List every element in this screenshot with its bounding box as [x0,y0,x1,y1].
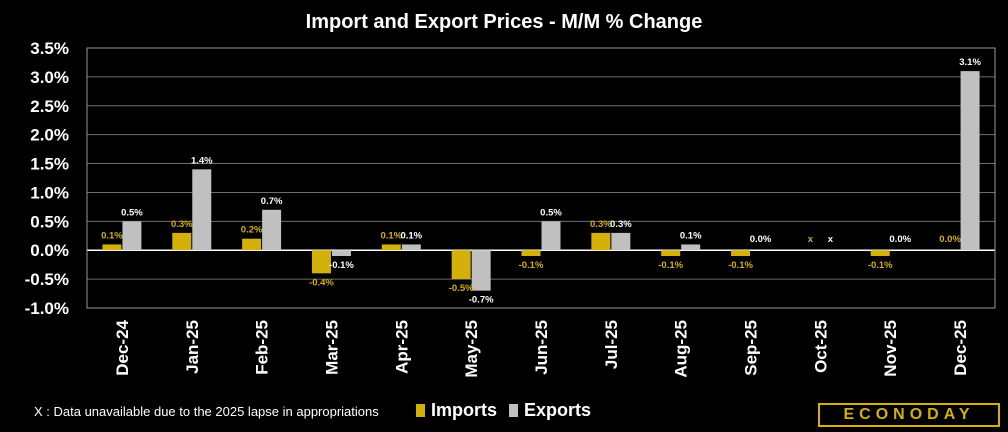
exports-data-label: 0.5% [121,207,143,218]
y-tick-label: 3.0% [30,68,69,87]
x-category-label: Apr-25 [392,320,411,374]
legend-exports-swatch [509,404,519,417]
exports-bar [960,71,980,251]
exports-data-label: -0.7% [469,295,494,306]
imports-data-label: 0.3% [171,219,193,230]
y-tick-label: -1.0% [25,299,69,318]
bars [102,71,980,291]
imports-bar [661,250,681,256]
imports-data-label: -0.1% [658,260,683,271]
x-category-label: Nov-25 [881,320,900,377]
imports-bar [591,232,611,251]
y-tick-label: 1.5% [30,155,69,174]
data-labels: 0.1%0.5%0.3%1.4%0.2%0.7%-0.4%-0.1%0.1%0.… [101,57,981,306]
exports-data-label: -0.1% [329,260,354,271]
x-category-label: Oct-25 [811,320,830,373]
exports-data-label: 0.7% [261,196,283,207]
legend: Imports Exports [416,400,603,421]
imports-data-label: -0.1% [519,260,544,271]
x-category-label: Dec-25 [951,320,970,376]
x-axis-categories: Dec-24 Jan-25 Feb-25 Mar-25 Apr-25 May-25 Jun-… [113,319,970,377]
imports-data-label: -0.1% [868,260,893,271]
exports-data-label: 0.3% [610,219,632,230]
imports-data-label: 0.1% [101,230,123,241]
imports-bar [242,238,262,251]
legend-exports-label: Exports [524,400,592,420]
imports-bar [870,250,890,256]
imports-data-label: 0.3% [590,219,612,230]
exports-bar [401,244,421,251]
imports-data-label: 0.1% [380,230,402,241]
x-category-label: Mar-25 [322,320,341,375]
econoday-logo: ECONODAY [818,403,1000,427]
legend-imports-label: Imports [431,400,498,420]
exports-bar [611,232,631,251]
imports-data-label: 0.0% [939,234,961,245]
imports-bar [172,232,192,251]
legend-exports: Exports [509,400,591,421]
x-category-label: Jul-25 [602,320,621,369]
legend-imports: Imports [416,400,497,421]
imports-data-label: 0.2% [241,225,263,236]
footnote: X : Data unavailable due to the 2025 lap… [34,404,379,419]
exports-data-label: 0.0% [750,234,772,245]
x-category-label: Feb-25 [253,320,272,375]
legend-imports-swatch [416,404,425,417]
y-tick-label: 0.5% [30,212,69,231]
imports-bar [102,244,122,251]
y-tick-label: 3.5% [30,39,69,58]
x-category-label: Aug-25 [672,320,691,378]
exports-data-label: x [828,234,834,245]
y-tick-label: 0.0% [30,241,69,260]
exports-data-label: 0.1% [680,230,702,241]
y-tick-label: 1.0% [30,183,69,202]
imports-bar [311,250,331,274]
exports-data-label: 0.1% [400,230,422,241]
exports-data-label: 0.5% [540,207,562,218]
exports-bar [192,169,212,251]
plot-frame [86,47,996,309]
y-tick-label: 2.0% [30,126,69,145]
imports-bar [381,244,401,251]
imports-data-label: x [808,234,814,245]
imports-data-label: -0.5% [449,283,474,294]
imports-bar [521,250,541,256]
exports-bar [122,221,142,251]
x-category-label: Sep-25 [742,320,761,376]
exports-bar [331,250,351,256]
x-category-label: Jun-25 [532,320,551,375]
y-tick-label: -0.5% [25,270,69,289]
exports-bar [262,209,282,251]
imports-bar [451,250,471,280]
imports-data-label: -0.1% [728,260,753,271]
exports-data-label: 1.4% [191,155,213,166]
x-category-label: Dec-24 [113,319,132,375]
exports-bar [471,250,491,291]
imports-bar [731,250,751,256]
exports-bar [541,221,561,251]
exports-data-label: 3.1% [959,57,981,68]
y-axis-ticks: 3.5% 3.0% 2.5% 2.0% 1.5% 1.0% 0.5% 0.0% -0.5% -1.… [25,39,69,318]
exports-bar [681,244,701,251]
y-tick-label: 2.5% [30,97,69,116]
exports-data-label: 0.0% [889,234,911,245]
chart-title: Import and Export Prices - M/M % Change [306,11,703,33]
x-category-label: May-25 [462,320,481,378]
x-category-label: Jan-25 [183,320,202,374]
imports-data-label: -0.4% [309,277,334,288]
